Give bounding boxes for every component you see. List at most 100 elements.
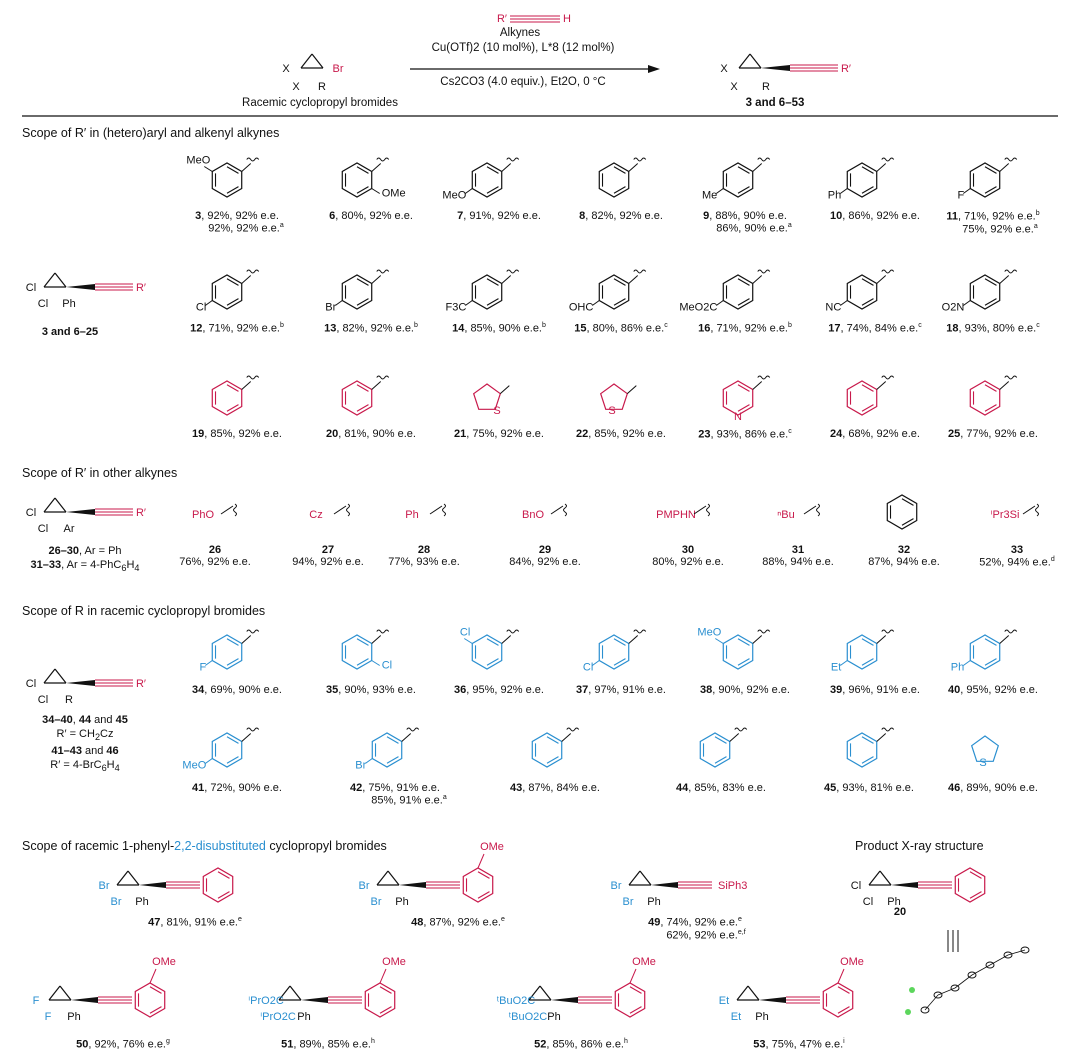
gem-substituent: Br [359,880,370,892]
ring-double-bond [737,404,750,412]
attachment-squiggle [566,727,580,732]
substituent-bond [204,166,213,172]
compound-23: 23, 93%, 86% e.e.c [698,428,792,441]
compound-48: 48, 87%, 92% e.e.e [411,916,505,929]
aryl-row5-0-ring [211,634,243,670]
attachment-bond [752,275,763,284]
phenyl-label: Ph [135,896,148,908]
ring-double-bond [226,404,239,412]
xray-atom [920,1006,930,1014]
cyclopropane-bond [387,870,400,886]
attachment-squiggle [233,503,237,517]
aryl-row1-5-ring [846,162,878,198]
ring-double-bond [613,278,626,286]
substituent-bond [364,758,373,764]
aryl-row5-5-ring [846,634,878,670]
group-label: PMPHN [656,509,696,521]
core-halogen: Cl [38,523,48,535]
ring-double-bond [486,186,499,194]
section-title-2: Scope of R′ in other alkynes [22,466,178,480]
aryl-row3-6-ring [969,380,1001,416]
substituent-label: Ph [828,190,841,202]
section-title-4: Scope of racemic 1-phenyl-2,2-disubstitu… [22,839,387,853]
compound-46: 46, 89%, 90% e.e. [948,782,1038,794]
ring-double-bond [861,404,874,412]
r-label: R [762,81,770,93]
compound-45: 45, 93%, 81% e.e. [824,782,914,794]
substituent-label: F [958,190,965,202]
compound-44: 44, 85%, 83% e.e. [676,782,766,794]
compound-42: 42, 75%, 91% e.e. 85%, 91% e.e.a [350,782,447,807]
ring-double-bond [226,638,239,646]
substituent-label: MeO [697,627,721,639]
compound-20: 20, 81%, 90% e.e. [326,428,416,440]
attachment-squiggle [506,157,520,162]
compound-38: 38, 90%, 92% e.e. [700,684,790,696]
xray-atom [967,971,977,979]
section4-post: cyclopropyl bromides [265,839,387,853]
aryl-ring [822,982,854,1018]
substituent-label: Et [831,662,841,674]
core-halogen: Cl [38,694,48,706]
substituent-bond [204,660,213,666]
compound-18: 18, 93%, 80% e.e.c [946,322,1040,335]
cyclopropane-bond [289,985,302,1001]
substituent-bond [591,660,600,666]
cyclopropane-bond [116,870,129,886]
wedge-bond [66,284,95,290]
gem-substituent: Br [111,896,122,908]
attachment-squiggle [376,629,390,634]
compound-9: 9, 88%, 90% e.e. 86%, 90% e.e.a [703,210,792,235]
gem-substituent: Br [623,896,634,908]
attachment-squiggle [246,375,260,380]
x-label: X [720,63,728,75]
attachment-squiggle [506,629,520,634]
sulfur-label: S [608,405,615,417]
compound-11: 11, 71%, 92% e.e.b 75%, 92% e.e.a [946,210,1040,236]
xray-bond [924,994,939,1011]
group-label: Ph [405,509,418,521]
compound-49: 49, 74%, 92% e.e.e 62%, 92% e.e.e,f [648,916,746,942]
xray-title: Product X-ray structure [855,839,984,853]
core-halogen: Cl [38,298,48,310]
compound-40: 40, 95%, 92% e.e. [948,684,1038,696]
section4-highlight: 2,2-disubstituted [174,839,266,853]
x-label: X [292,81,300,93]
attachment-squiggle [376,269,390,274]
compound-50: 50, 92%, 76% e.e.g [76,1038,170,1051]
ring-double-bond [356,166,369,174]
attachment-bond [752,635,763,644]
substituent-bond [371,188,380,194]
chain-bond [429,505,443,515]
cyclopropane-bond [43,668,56,684]
ring-double-bond [613,186,626,194]
cyclopropane-bond [43,497,56,513]
aryl-row5-2-ring [471,634,503,670]
alkyne-label: Alkynes [499,27,541,39]
xray-atom [1020,946,1030,954]
attachment-bond [241,635,252,644]
attachment-squiggle [816,503,820,517]
ring-double-bond [226,186,239,194]
cyclohexane-ring [886,494,918,530]
phenyl-label: Ph [297,1011,310,1023]
ring-double-bond [737,658,750,666]
core-substituent: R [65,694,73,706]
attachment-squiggle [757,629,771,634]
ring-double-bond [486,298,499,306]
substituent-bond [962,660,971,666]
substituent-label: F [200,662,207,674]
chain-bond [220,505,234,515]
substituent-label: Cl [460,627,470,639]
ring-double-bond [737,186,750,194]
chain-bond [333,505,347,515]
ring-double-bond [149,986,162,994]
ring-double-bond [984,186,997,194]
cyclopropane-bond [539,985,552,1001]
reaction-conditions: Cs2CO3 (4.0 equiv.), Et2O, 0 °C [440,76,606,88]
attachment-squiggle [376,375,390,380]
attachment-squiggle [506,269,520,274]
group-label: BnO [522,509,544,521]
compound-35: 35, 90%, 93% e.e. [326,684,416,696]
ring-double-bond [356,658,369,666]
